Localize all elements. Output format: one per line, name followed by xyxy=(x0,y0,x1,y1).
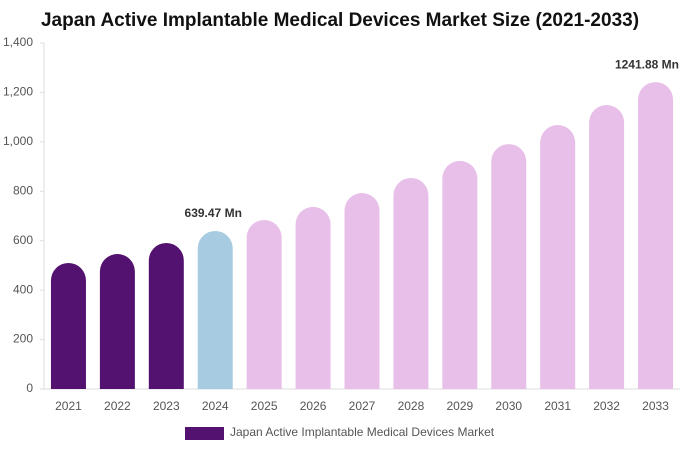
x-tick-label: 2024 xyxy=(202,399,229,413)
value-label: 1241.88 Mn xyxy=(615,57,679,71)
x-tick-label: 2030 xyxy=(495,399,522,413)
bar xyxy=(344,193,380,389)
x-tick-label: 2029 xyxy=(446,399,473,413)
x-tick-label: 2032 xyxy=(593,399,620,413)
bar xyxy=(393,177,429,389)
chart-title: Japan Active Implantable Medical Devices… xyxy=(41,10,639,31)
x-tick-label: 2026 xyxy=(300,399,327,413)
y-tick-label: 1,400 xyxy=(3,35,33,49)
bar xyxy=(148,242,184,389)
x-tick-label: 2028 xyxy=(398,399,425,413)
bar xyxy=(50,262,86,389)
y-tick-label: 400 xyxy=(13,282,33,296)
legend-label: Japan Active Implantable Medical Devices… xyxy=(230,425,495,439)
x-tick-label: 2031 xyxy=(544,399,571,413)
bar xyxy=(295,206,331,389)
y-tick-label: 800 xyxy=(13,183,33,197)
bar xyxy=(246,219,282,389)
bar xyxy=(491,144,527,389)
bar xyxy=(638,82,674,389)
x-tick-label: 2023 xyxy=(153,399,180,413)
y-tick-label: 0 xyxy=(26,381,33,395)
y-tick-label: 600 xyxy=(13,233,33,247)
bar xyxy=(442,160,478,389)
bar xyxy=(99,254,135,389)
x-tick-label: 2021 xyxy=(55,399,82,413)
bar xyxy=(197,230,233,389)
x-tick-label: 2022 xyxy=(104,399,131,413)
y-tick-label: 1,000 xyxy=(3,134,33,148)
y-tick-label: 200 xyxy=(13,332,33,346)
x-tick-label: 2033 xyxy=(642,399,669,413)
value-label: 639.47 Mn xyxy=(185,206,242,220)
x-tick-label: 2025 xyxy=(251,399,278,413)
bar xyxy=(589,105,625,389)
x-tick-label: 2027 xyxy=(349,399,376,413)
y-tick-label: 1,200 xyxy=(3,85,33,99)
legend-swatch xyxy=(185,427,224,440)
bar xyxy=(540,125,576,390)
